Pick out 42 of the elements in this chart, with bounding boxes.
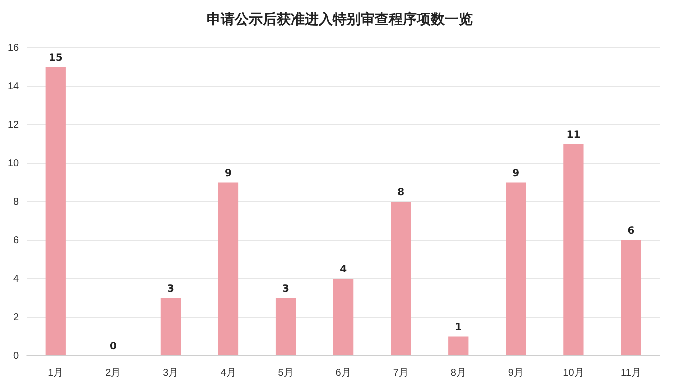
y-tick-label: 0	[14, 350, 20, 362]
data-label: 9	[225, 168, 232, 180]
bar	[506, 182, 526, 356]
chart-title: 申请公示后获准进入特别审查程序项数一览	[206, 10, 474, 30]
x-tick-label: 7月	[393, 368, 409, 379]
data-label: 6	[628, 226, 635, 238]
x-tick-label: 5月	[278, 368, 294, 379]
data-label: 1	[455, 322, 462, 334]
x-tick-label: 6月	[336, 368, 352, 379]
y-tick-label: 8	[14, 196, 20, 208]
x-tick-label: 3月	[163, 368, 179, 379]
data-label: 8	[398, 188, 405, 199]
data-label: 9	[512, 168, 520, 180]
y-tick-label: 4	[14, 274, 20, 285]
bar	[160, 298, 182, 356]
bar	[621, 240, 642, 356]
x-tick-label: 11月	[621, 368, 642, 379]
bar	[564, 144, 584, 356]
x-tick-label: 2月	[106, 368, 122, 379]
x-tick-label: 8月	[450, 368, 466, 379]
y-tick-label: 2	[14, 312, 20, 324]
data-label: 4	[340, 264, 348, 276]
x-tick-label: 4月	[220, 368, 236, 379]
x-tick-label: 1月	[48, 368, 64, 379]
y-tick-label: 6	[14, 235, 20, 246]
bar	[333, 279, 354, 356]
data-label: 11	[566, 130, 581, 141]
x-tick-label: 9月	[508, 368, 524, 379]
bar	[46, 67, 66, 356]
y-tick-label: 10	[8, 158, 20, 170]
bar	[448, 336, 469, 356]
x-tick-label: 10月	[563, 368, 584, 379]
y-tick-label: 14	[8, 81, 20, 92]
data-label: 15	[48, 52, 63, 64]
bar	[276, 298, 296, 356]
y-tick-label: 16	[8, 42, 20, 54]
y-tick-label: 12	[8, 120, 20, 131]
data-label: 3	[282, 284, 290, 295]
bar	[391, 202, 412, 356]
data-label: 0	[110, 342, 117, 353]
data-label: 3	[167, 284, 174, 295]
bar	[218, 182, 239, 356]
